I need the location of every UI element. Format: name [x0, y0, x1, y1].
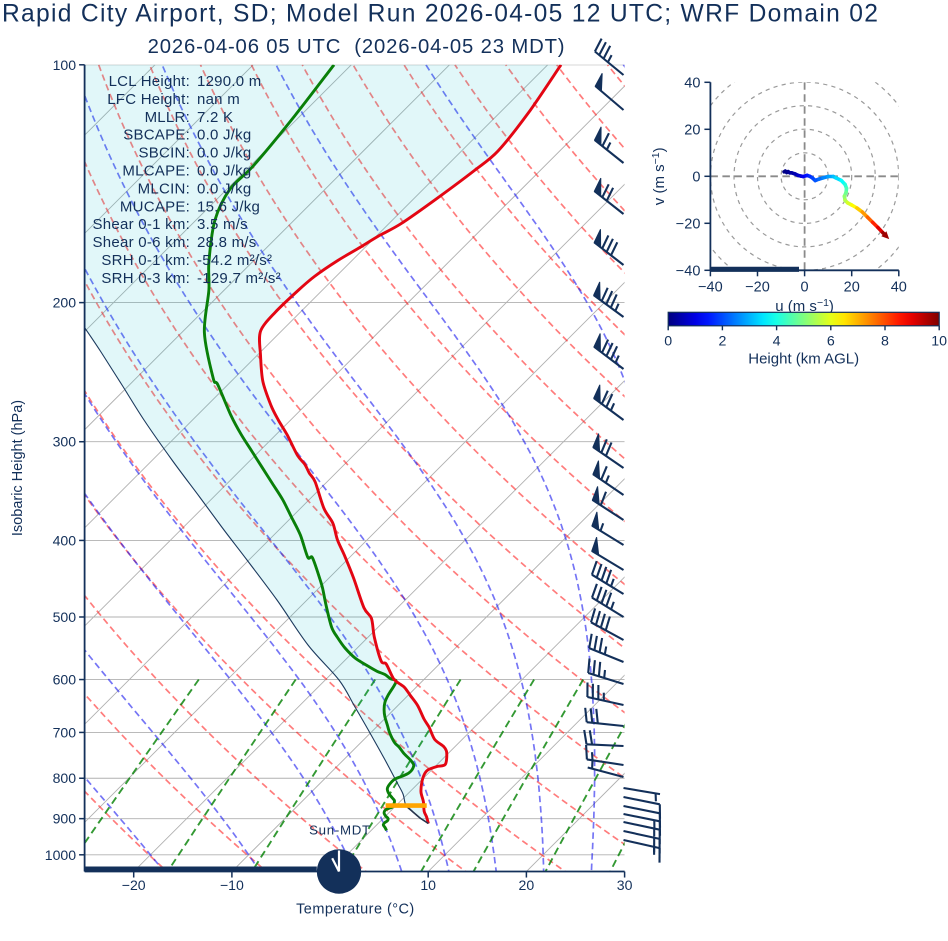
svg-text:2: 2: [718, 333, 726, 349]
svg-text:900: 900: [53, 811, 77, 827]
svg-text:MLCIN:: MLCIN:: [138, 180, 190, 197]
svg-text:8: 8: [881, 333, 889, 349]
svg-text:700: 700: [53, 724, 77, 740]
svg-text:Height (km AGL): Height (km AGL): [748, 351, 859, 368]
svg-text:100: 100: [53, 57, 77, 73]
svg-text:2026-04-06 05 UTC (2026-04-05: 2026-04-06 05 UTC (2026-04-05 23 MDT): [148, 36, 566, 58]
svg-text:0: 0: [801, 280, 809, 296]
svg-text:Temperature (°C): Temperature (°C): [296, 902, 415, 918]
svg-text:LFC Height:: LFC Height:: [107, 91, 190, 108]
svg-text:MUCAPE:: MUCAPE:: [120, 198, 190, 215]
svg-text:1290.0 m: 1290.0 m: [197, 73, 262, 90]
svg-text:6: 6: [827, 333, 835, 349]
svg-text:4: 4: [773, 333, 781, 349]
svg-text:0.0 J/kg: 0.0 J/kg: [197, 127, 252, 144]
svg-text:Shear 0-1 km:: Shear 0-1 km:: [93, 216, 190, 233]
svg-text:−40: −40: [698, 280, 723, 296]
svg-text:−20: −20: [745, 280, 770, 296]
svg-text:800: 800: [53, 770, 77, 786]
svg-text:600: 600: [53, 672, 77, 688]
svg-text:0: 0: [692, 170, 700, 186]
svg-text:0.0 J/kg: 0.0 J/kg: [197, 180, 252, 197]
svg-text:500: 500: [53, 609, 77, 625]
svg-text:−40: −40: [676, 264, 701, 280]
svg-text:−20: −20: [122, 877, 146, 893]
svg-text:Shear 0-6 km:: Shear 0-6 km:: [93, 234, 190, 251]
svg-text:15.6 J/kg: 15.6 J/kg: [197, 198, 260, 215]
svg-text:40: 40: [891, 280, 907, 296]
svg-text:-129.7 m²/s²: -129.7 m²/s²: [197, 270, 281, 287]
svg-text:−10: −10: [220, 877, 244, 893]
svg-text:400: 400: [53, 532, 77, 548]
svg-text:0: 0: [664, 333, 672, 349]
svg-text:-54.2 m²/s²: -54.2 m²/s²: [197, 252, 272, 269]
svg-text:SBCAPE:: SBCAPE:: [123, 127, 190, 144]
svg-text:0.0 J/kg: 0.0 J/kg: [197, 145, 252, 162]
svg-text:3.5 m/s: 3.5 m/s: [197, 216, 248, 233]
svg-text:40: 40: [684, 76, 700, 92]
svg-text:Isobaric Height (hPa): Isobaric Height (hPa): [10, 400, 26, 536]
svg-text:LCL Height:: LCL Height:: [109, 73, 190, 90]
svg-text:30: 30: [617, 877, 633, 893]
svg-text:10: 10: [420, 877, 436, 893]
svg-text:20: 20: [844, 280, 860, 296]
svg-text:20: 20: [519, 877, 535, 893]
svg-text:SRH 0-1 km:: SRH 0-1 km:: [101, 252, 190, 269]
svg-text:Sun-MDT: Sun-MDT: [309, 823, 371, 838]
svg-text:10: 10: [931, 333, 947, 349]
svg-text:20: 20: [684, 123, 700, 139]
svg-text:200: 200: [53, 295, 77, 311]
svg-text:MLLR:: MLLR:: [145, 109, 190, 126]
svg-text:300: 300: [53, 434, 77, 450]
svg-text:MLCAPE:: MLCAPE:: [122, 163, 190, 180]
svg-text:1000: 1000: [45, 847, 77, 863]
svg-text:Rapid City Airport, SD; Model: Rapid City Airport, SD; Model Run 2026-0…: [2, 1, 879, 28]
svg-text:28.8 m/s: 28.8 m/s: [197, 234, 257, 251]
svg-text:SRH 0-3 km:: SRH 0-3 km:: [101, 270, 190, 287]
svg-text:−20: −20: [676, 217, 701, 233]
svg-text:0.0 J/kg: 0.0 J/kg: [197, 163, 252, 180]
svg-text:7.2 K: 7.2 K: [197, 109, 233, 126]
svg-text:SBCIN:: SBCIN:: [138, 145, 190, 162]
svg-text:nan m: nan m: [197, 91, 240, 108]
